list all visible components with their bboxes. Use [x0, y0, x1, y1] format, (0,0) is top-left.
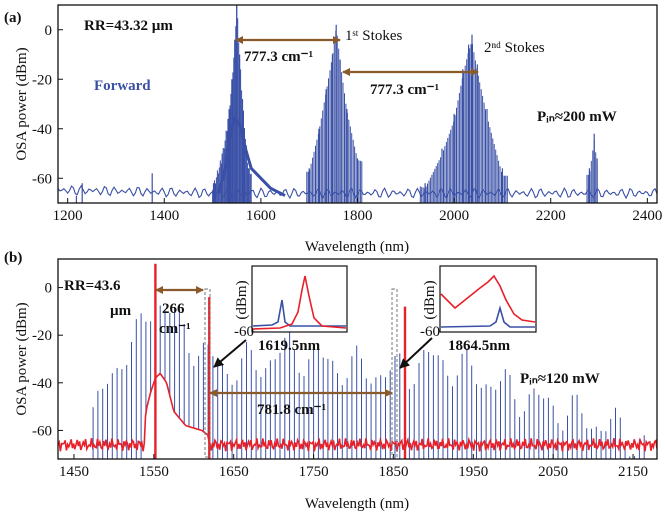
panel-b-red-trace	[58, 372, 657, 452]
panel-a-ytick-label: -40	[32, 122, 52, 138]
panel-b-ytick-label: -40	[32, 376, 52, 392]
inset-1-ylabel: (dBm)	[234, 280, 250, 319]
panel-b-plot-area	[58, 263, 657, 459]
pin-label-b: Pᵢₙ≈120 mW	[520, 371, 600, 387]
panel-b-xtick-label: 1850	[378, 464, 408, 480]
panel-a-xtick-label: 2000	[439, 208, 469, 224]
inset-2-ytick: -60	[420, 324, 440, 340]
panel-b-ylabel: OSA power (dBm)	[14, 302, 30, 415]
forward-label: Forward	[94, 78, 151, 94]
shift-label-1: 777.3 cm⁻¹	[244, 49, 313, 65]
shift-label-2: 777.3 cm⁻¹	[370, 82, 439, 98]
panel-b-xlabel: Wavelength (nm)	[305, 496, 409, 512]
highlight-box-1	[204, 288, 211, 458]
shift-label-small-2: cm⁻¹	[159, 321, 191, 337]
panel-b-xtick-label: 1550	[139, 464, 169, 480]
panel-a-xtick-label: 2200	[536, 208, 566, 224]
panel-b-pedestal-fill	[141, 373, 210, 459]
rr-label-a: RR=43.32 µm	[84, 18, 173, 34]
panel-b-axes: 1450 1550 1650 1750 1850 1950 2050 2150 0 -20 -40 -…	[32, 281, 648, 480]
inset-2-caption: 1864.5nm	[448, 338, 511, 354]
panel-a-xtick-label: 2400	[632, 208, 662, 224]
panel-b-label: (b)	[4, 250, 22, 266]
inset-2-red-trace	[440, 274, 536, 323]
highlight-box-2	[391, 288, 398, 458]
panel-a-plot-area	[58, 5, 657, 203]
panel-a-xtick-label: 1200	[53, 208, 83, 224]
panel-a-axes: 1200 1400 1600 1800 2000 2200 2400 0 -20 -40 -60	[32, 23, 662, 224]
panel-b-xtick-label: 2150	[618, 464, 648, 480]
inset-2-ylabel: (dBm)	[422, 280, 438, 319]
stokes2-label: 2ⁿᵈ Stokes	[484, 40, 545, 56]
panel-b: (b) 1450 1550 1650 1750 1850 1950 2050 2150 0 -20…	[4, 250, 658, 512]
inset-1-red-trace	[252, 275, 347, 330]
inset-1-ytick: -60	[234, 324, 254, 340]
panel-b-ytick-label: 0	[45, 281, 53, 297]
panel-b-ytick-label: -60	[32, 423, 52, 439]
inset-2-pointer-arrow	[399, 337, 433, 369]
panel-b-xtick-label: 1750	[299, 464, 329, 480]
panel-b-frame	[57, 258, 658, 460]
inset-1-pointer-arrow	[213, 339, 247, 368]
panel-a-xtick-label: 1600	[246, 208, 276, 224]
panel-a-xlabel: Wavelength (nm)	[305, 239, 409, 255]
panel-a: (a) 1200 1400 1600 1800 2000 2200 2400 0 -20 -40 -…	[4, 4, 662, 255]
stokes1-label: 1ˢᵗ Stokes	[345, 28, 402, 44]
panel-b-xtick-label: 1950	[458, 464, 488, 480]
panel-b-ytick-label: -20	[32, 328, 52, 344]
panel-a-ylabel: OSA power (dBm)	[14, 47, 30, 160]
inset-1-blue-trace	[252, 299, 346, 327]
panel-a-label: (a)	[4, 10, 22, 26]
rr-label-b-line2: µm	[110, 303, 132, 319]
panel-b-xtick-label: 1650	[219, 464, 249, 480]
rr-label-b-line1: RR=43.6	[64, 278, 121, 294]
panel-a-xtick-label: 1400	[149, 208, 179, 224]
pin-label-a: Pᵢₙ≈200 mW	[537, 109, 617, 125]
shift-label-small-1: 266	[162, 301, 185, 317]
panel-a-ytick-label: -20	[32, 72, 52, 88]
panel-b-xtick-label: 2050	[538, 464, 568, 480]
inset-2-blue-trace	[440, 305, 535, 328]
inset-2: (dBm) -60 1864.5nm	[399, 265, 537, 369]
panel-a-ytick-label: 0	[45, 23, 53, 39]
panel-b-xtick-label: 1450	[59, 464, 89, 480]
shift-label-large: 781.8 cm⁻¹	[257, 402, 326, 418]
inset-1-caption: 1619.5nm	[258, 338, 321, 354]
panel-a-xtick-label: 1800	[343, 208, 373, 224]
inset-1: (dBm) -60 1619.5nm	[213, 265, 348, 368]
panel-a-ytick-label: -60	[32, 171, 52, 187]
